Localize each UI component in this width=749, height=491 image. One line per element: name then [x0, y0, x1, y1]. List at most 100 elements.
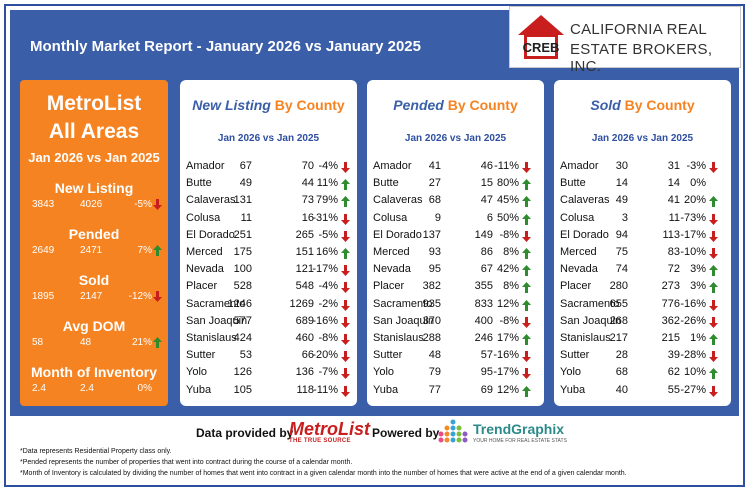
creb-logo-line2: ESTATE BROKERS, INC. — [570, 41, 713, 75]
value-2025: 70 — [301, 160, 314, 172]
county-name: Yolo — [560, 366, 582, 379]
trend-arrow-icon — [153, 291, 162, 305]
percent-change: -7% — [318, 366, 338, 379]
summary-period: Jan 2026 vs Jan 2025 — [28, 150, 160, 165]
metrolist-logo: MetroList — [289, 419, 370, 439]
percent-change: 17% — [496, 332, 519, 344]
county-row: Sacramento 935 833 12% — [367, 298, 544, 315]
trendgraphix-bars-icon — [438, 419, 468, 443]
county-name: Butte — [186, 177, 212, 190]
value-2026: 27 — [428, 177, 441, 190]
percent-change: -26% — [680, 314, 706, 327]
value-2025: 362 — [661, 314, 680, 327]
percent-change: 8% — [503, 280, 519, 293]
value-2026: 251 — [233, 228, 252, 241]
value-2025: 548 — [295, 280, 314, 293]
county-row: Butte 49 44 11% — [180, 177, 357, 194]
value-2026: 137 — [422, 228, 441, 241]
county-name: Merced — [560, 246, 597, 258]
county-row: San Joaquin 268 362 -26% — [554, 315, 731, 332]
value-2026: 217 — [609, 332, 628, 344]
trend-arrow-icon — [522, 263, 532, 277]
value-2025: 67 — [480, 263, 493, 276]
percent-change: 16% — [315, 246, 338, 258]
summary-change: 21% — [131, 337, 152, 348]
county-name: Nevada — [560, 263, 598, 276]
trend-arrow-icon — [341, 332, 351, 345]
county-name: Yuba — [373, 383, 399, 396]
county-name: Colusa — [186, 211, 221, 224]
summary-prior: 2471 — [80, 245, 103, 256]
value-2025: 44 — [301, 177, 314, 190]
trend-arrow-icon — [709, 212, 719, 225]
creb-logo-line1: CALIFORNIA REAL — [570, 21, 708, 38]
value-2025: 66 — [301, 349, 314, 362]
value-2025: 136 — [295, 366, 314, 379]
county-row: Butte 27 15 80% — [367, 177, 544, 194]
trend-arrow-icon — [522, 332, 532, 345]
summary-change: 0% — [137, 383, 152, 394]
percent-change: 42% — [496, 263, 519, 276]
percent-change: 11% — [316, 177, 338, 190]
percent-change: 12% — [496, 383, 519, 396]
county-name: Yuba — [560, 383, 586, 396]
county-row: Amador 41 46 -11% — [367, 160, 544, 177]
summary-current: 1895 — [32, 291, 55, 302]
percent-change: -4% — [318, 160, 338, 172]
percent-change: -16% — [680, 297, 706, 310]
data-provided-label: Data provided by — [196, 426, 294, 440]
county-row: Yolo 79 95 -17% — [367, 366, 544, 383]
county-name: Colusa — [560, 211, 595, 224]
value-2025: 121 — [295, 263, 314, 276]
summary-prior: 2.4 — [80, 383, 94, 394]
county-name: Sacramento — [560, 297, 620, 310]
percent-change: 3% — [690, 280, 706, 293]
county-name: El Dorado — [186, 228, 235, 241]
trend-arrow-icon — [709, 263, 719, 277]
county-name: Butte — [560, 177, 586, 190]
county-name: Merced — [373, 246, 410, 258]
county-name: Sacramento — [373, 297, 433, 310]
trend-arrow-icon — [341, 246, 351, 259]
report-title: Monthly Market Report - January 2026 vs … — [30, 38, 421, 55]
percent-change: -4% — [318, 280, 338, 293]
county-name: Stanislaus — [560, 332, 611, 344]
value-2025: 47 — [480, 194, 493, 207]
county-row: Nevada 74 72 3% — [554, 263, 731, 280]
county-row: Merced 93 86 8% — [367, 246, 544, 263]
county-name: Placer — [560, 280, 592, 293]
sold-panel: Sold By County Jan 2026 vs Jan 2025 Amad… — [554, 80, 731, 406]
trend-arrow-icon — [709, 366, 719, 380]
value-2025: 460 — [295, 332, 314, 344]
footnote-residential: *Data represents Residential Property cl… — [20, 448, 172, 455]
percent-change: 50% — [496, 211, 519, 224]
value-2026: 49 — [615, 194, 628, 207]
county-row: Placer 528 548 -4% — [180, 280, 357, 297]
county-row: San Joaquin 370 400 -8% — [367, 315, 544, 332]
county-name: Merced — [186, 246, 223, 258]
trend-arrow-icon — [522, 315, 532, 328]
county-name: El Dorado — [560, 228, 609, 241]
trend-arrow-icon — [709, 194, 719, 208]
summary-title-line2: All Areas — [48, 120, 140, 143]
county-name: Amador — [560, 160, 599, 172]
county-row: Placer 382 355 8% — [367, 280, 544, 297]
trend-arrow-icon — [341, 160, 351, 173]
value-2025: 73 — [301, 194, 314, 207]
percent-change: 12% — [496, 297, 519, 310]
value-2025: 95 — [480, 366, 493, 379]
county-row: Stanislaus 288 246 17% — [367, 332, 544, 349]
value-2026: 424 — [233, 332, 252, 344]
value-2026: 935 — [422, 297, 441, 310]
county-row: Nevada 95 67 42% — [367, 263, 544, 280]
summary-change: 7% — [137, 245, 152, 256]
value-2025: 69 — [480, 383, 493, 396]
trendgraphix-tagline: YOUR HOME FOR REAL ESTATE STATS — [473, 438, 567, 444]
value-2025: 72 — [667, 263, 680, 276]
county-name: Placer — [373, 280, 405, 293]
value-2026: 67 — [239, 160, 252, 172]
summary-panel: MetroList All Areas Jan 2026 vs Jan 2025… — [20, 80, 168, 406]
county-name: Amador — [373, 160, 412, 172]
county-name: Stanislaus — [373, 332, 424, 344]
county-name: Yuba — [186, 383, 212, 396]
